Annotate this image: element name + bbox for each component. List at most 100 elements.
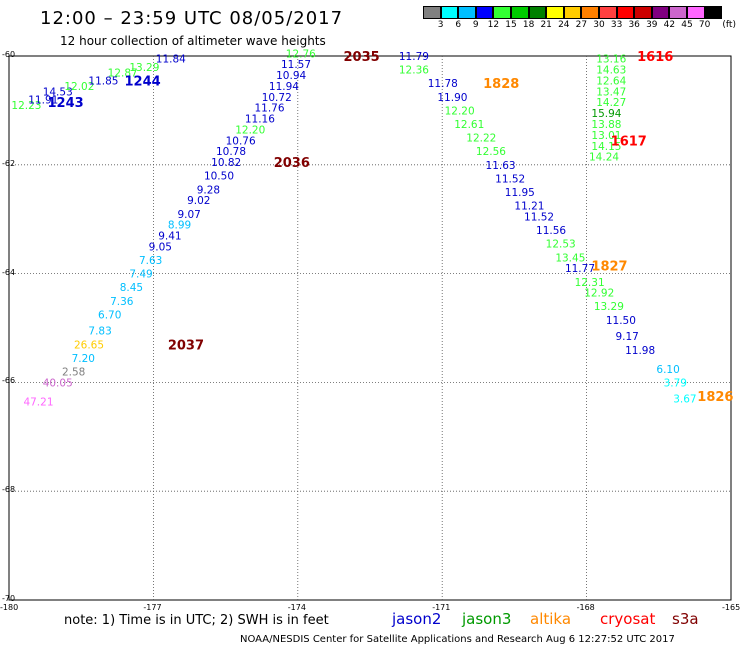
- swh-data-label: 12.56: [476, 146, 506, 158]
- colorbar-swatch: [687, 6, 705, 19]
- x-tick-label: -177: [143, 603, 162, 612]
- colorbar-label: 30: [593, 20, 605, 30]
- colorbar-label: 21: [540, 20, 552, 30]
- time-label: 1244: [125, 74, 161, 89]
- swh-data-label: 9.07: [177, 209, 200, 221]
- swh-data-label: 14.53: [43, 86, 73, 98]
- swh-data-label: 10.78: [216, 146, 246, 158]
- colorbar-label: 36: [628, 20, 640, 30]
- satellite-legend-altika: altika: [530, 610, 572, 628]
- swh-data-label: 13.16: [596, 54, 626, 66]
- swh-data-label: 11.78: [428, 78, 458, 90]
- swh-data-label: 40.05: [43, 377, 73, 389]
- swh-data-label: 13.01: [591, 130, 621, 142]
- swh-data-label: 7.36: [110, 296, 134, 308]
- swh-data-label: 7.49: [129, 269, 152, 281]
- chart-title: 12:00 – 23:59 UTC 08/05/2017: [40, 8, 344, 29]
- swh-data-label: 47.21: [23, 396, 53, 408]
- swh-data-label: 14.63: [596, 65, 626, 77]
- time-label: 1243: [48, 96, 84, 111]
- swh-data-label: 11.85: [88, 75, 118, 87]
- colorbar-label: 6: [455, 20, 462, 30]
- time-label: 1616: [637, 50, 673, 65]
- y-tick-label: -60: [2, 50, 16, 59]
- x-tick-label: -180: [0, 603, 19, 612]
- swh-data-label: 7.20: [72, 353, 95, 365]
- swh-data-label: 2.58: [62, 367, 85, 379]
- swh-data-label: 14.15: [591, 141, 621, 153]
- swh-data-label: 9.41: [158, 231, 181, 243]
- colorbar-label: 12: [487, 20, 500, 30]
- swh-data-label: 11.95: [505, 187, 535, 199]
- colorbar-swatch: [511, 6, 529, 19]
- swh-data-label: 12.22: [466, 133, 496, 145]
- swh-data-label: 7.63: [139, 255, 162, 267]
- swh-data-label: 12.87: [108, 67, 138, 79]
- colorbar-label: 70: [698, 20, 711, 30]
- time-label: 2035: [344, 50, 380, 65]
- swh-data-label: 13.88: [591, 119, 621, 131]
- swh-data-label: 8.45: [120, 282, 143, 294]
- swh-data-label: 10.50: [204, 171, 234, 183]
- x-tick-label: -171: [432, 603, 451, 612]
- colorbar-label: 42: [663, 20, 676, 30]
- swh-data-label: 11.50: [606, 315, 636, 327]
- time-label: 1826: [697, 390, 733, 405]
- x-tick-label: -165: [722, 603, 740, 612]
- swh-data-label: 10.76: [226, 135, 256, 147]
- y-tick-label: -62: [2, 158, 16, 168]
- colorbar-label: 45: [681, 20, 693, 30]
- swh-data-label: 3.67: [673, 394, 696, 406]
- y-tick-label: -68: [2, 485, 16, 495]
- swh-data-label: 12.92: [584, 288, 614, 300]
- swh-data-label: 11.90: [437, 92, 467, 104]
- colorbar-swatch: [440, 6, 459, 19]
- colorbar-swatch: [458, 6, 476, 19]
- swh-data-label: 11.56: [536, 225, 566, 237]
- satellite-legend-jason3: jason3: [462, 610, 512, 628]
- swh-data-label: 10.94: [276, 70, 306, 82]
- swh-data-label: 11.94: [269, 81, 299, 93]
- swh-data-label: 11.84: [156, 54, 186, 66]
- colorbar-label: 27: [575, 20, 588, 30]
- swh-data-label: 11.77: [565, 263, 595, 275]
- colorbar-swatch: [493, 6, 511, 19]
- time-label: 1828: [483, 77, 519, 92]
- swh-data-label: 11.91: [28, 95, 58, 107]
- colorbar-swatch: [475, 6, 494, 19]
- colorbar-label: 33: [610, 20, 623, 30]
- colorbar-swatch: [669, 6, 687, 19]
- swh-data-label: 10.72: [262, 92, 292, 104]
- time-label: 1827: [591, 259, 627, 274]
- colorbar-swatch: [634, 6, 652, 19]
- colorbar-swatch: [581, 6, 599, 19]
- colorbar-unit: (ft): [722, 20, 736, 30]
- x-tick-label: -174: [287, 603, 306, 612]
- swh-data-label: 12.20: [235, 124, 265, 136]
- swh-data-label: 13.45: [555, 252, 585, 264]
- satellite-legend-jason2: jason2: [392, 610, 442, 628]
- swh-data-label: 12.64: [596, 75, 626, 87]
- colorbar-label: 15: [505, 20, 517, 30]
- swh-data-label: 9.02: [187, 195, 210, 207]
- time-label: 2037: [168, 338, 204, 353]
- colorbar-swatch: [546, 6, 564, 19]
- credit-line: NOAA/NESDIS Center for Satellite Applica…: [240, 634, 675, 645]
- y-tick-label: -66: [2, 376, 16, 386]
- chart-note: note: 1) Time is in UTC; 2) SWH is in fe…: [64, 613, 329, 628]
- swh-data-label: 11.98: [625, 345, 655, 357]
- satellite-legend-s3a: s3a: [672, 610, 699, 628]
- swh-data-label: 12.02: [64, 81, 94, 93]
- swh-data-label: 11.21: [514, 201, 544, 213]
- plot-frame: [8, 55, 732, 601]
- swh-data-label: 13.47: [596, 86, 626, 98]
- y-tick-label: -70: [2, 594, 16, 603]
- colorbar-swatch: [651, 6, 670, 19]
- time-label: 1617: [611, 134, 647, 149]
- swh-data-label: 12.23: [11, 100, 41, 112]
- colorbar-label: 9: [472, 20, 479, 30]
- swh-data-label: 12.31: [575, 277, 605, 289]
- colorbar-label: 18: [522, 20, 535, 30]
- colorbar-swatch: [423, 6, 441, 19]
